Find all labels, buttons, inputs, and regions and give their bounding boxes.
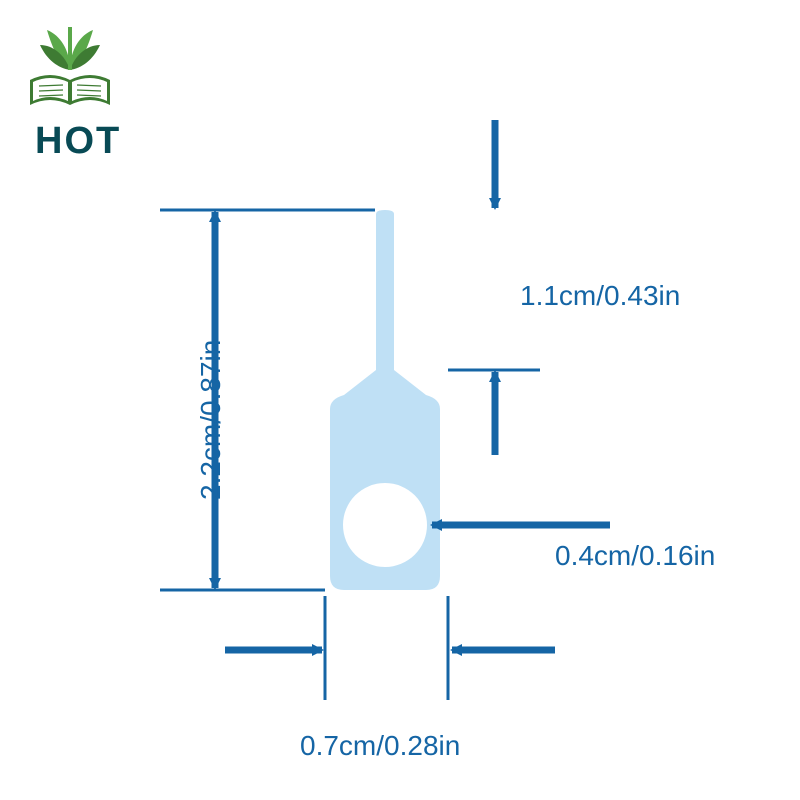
dim-label: 0.4cm/0.16in xyxy=(555,540,715,572)
dim-label: 0.7cm/0.28in xyxy=(300,730,460,762)
sim-eject-tool-shape xyxy=(330,210,440,590)
dimension-diagram xyxy=(0,0,800,800)
dim-label: 1.1cm/0.43in xyxy=(520,280,680,312)
dim-label: 2.2cm/0.87in xyxy=(195,340,227,500)
